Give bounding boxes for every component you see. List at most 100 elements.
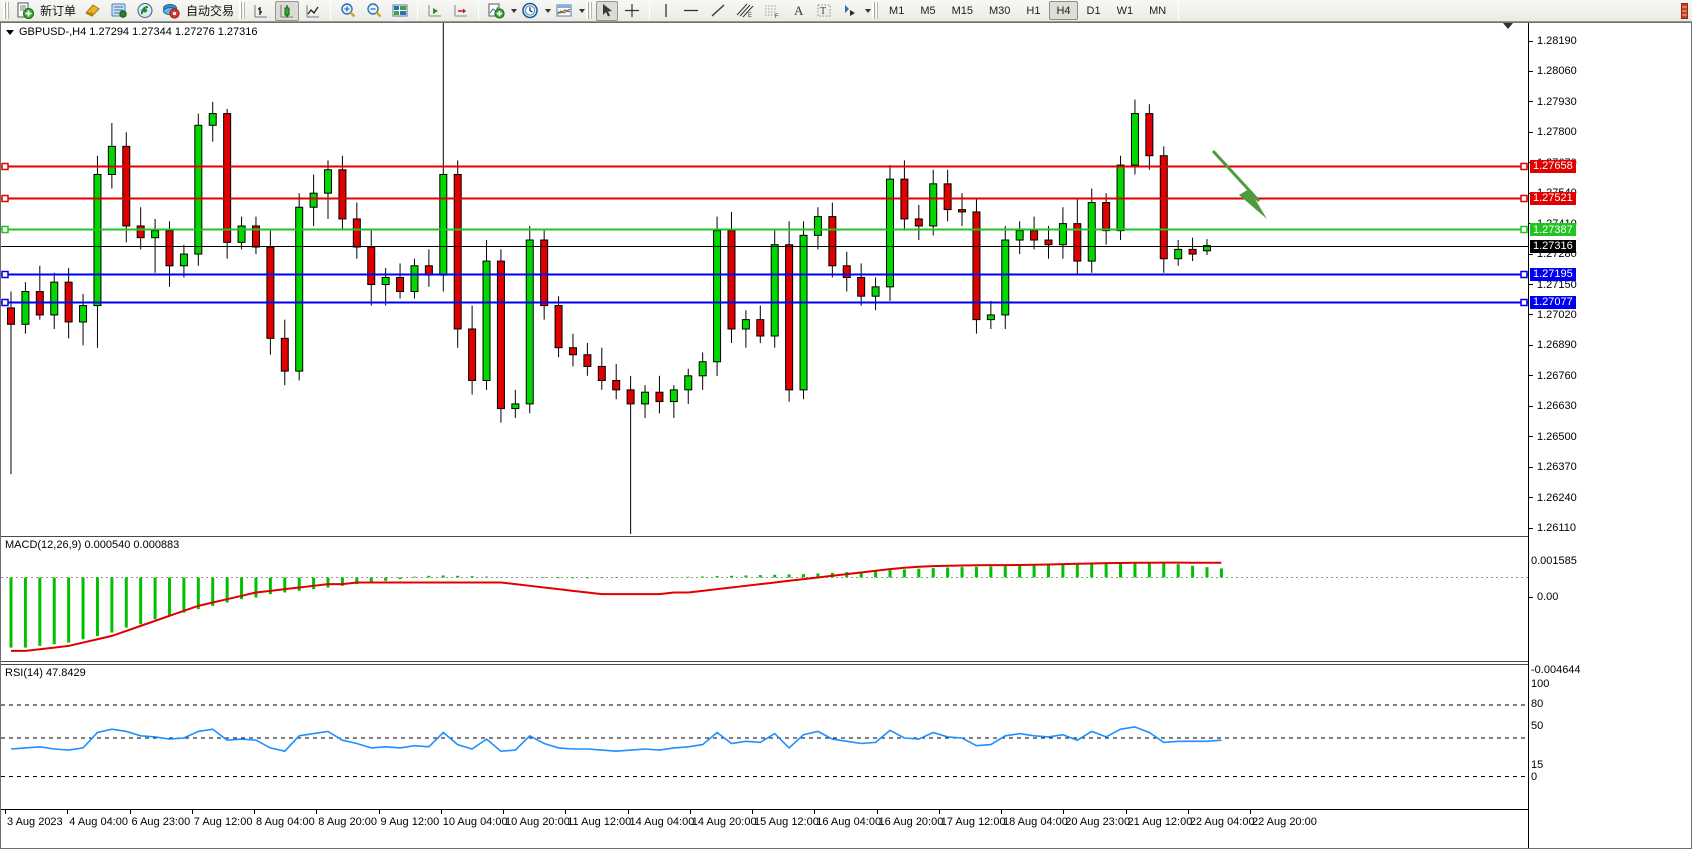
candlestick-chart-icon[interactable]	[275, 0, 300, 21]
time-tick	[1001, 810, 1002, 814]
rsi-pane[interactable]: RSI(14) 47.8429	[1, 664, 1529, 809]
time-tick	[191, 810, 193, 814]
resistance-line-tag-2[interactable]: 1.27521	[1530, 191, 1576, 205]
toolbar-grip-2[interactable]	[239, 2, 246, 19]
chart-shift-icon[interactable]	[423, 1, 447, 21]
vertical-line-icon[interactable]	[655, 1, 676, 21]
arrows-dropdown-caret[interactable]	[865, 8, 872, 13]
time-label: 7 Aug 12:00	[193, 816, 253, 828]
horizontal-line-icon[interactable]	[678, 1, 704, 21]
navigator-button[interactable]	[107, 1, 131, 21]
current-price-tag[interactable]: 1.27316	[1530, 239, 1576, 253]
main-toolbar: 新订单 自动交易	[0, 0, 1692, 22]
time-tick	[129, 810, 131, 814]
price-tick: 1.27020	[1529, 309, 1577, 321]
text-box-icon[interactable]: T	[812, 1, 836, 21]
indicators-button[interactable]	[484, 1, 508, 21]
support-line-tag-2[interactable]: 1.27077	[1530, 295, 1576, 309]
trendline-icon[interactable]	[706, 1, 730, 21]
fibonacci-icon[interactable]: F	[760, 1, 786, 21]
support-line-tag-1[interactable]: 1.27195	[1530, 267, 1576, 281]
time-label: 22 Aug 20:00	[1252, 816, 1317, 828]
price-scale[interactable]: 1.281901.280601.279301.278001.276701.275…	[1528, 23, 1691, 848]
time-tick	[689, 810, 691, 814]
time-label: 8 Aug 04:00	[256, 816, 315, 828]
time-label: 6 Aug 23:00	[131, 816, 191, 828]
timeframe-mn[interactable]: MN	[1149, 4, 1167, 17]
timeframe-m15[interactable]: M15	[951, 4, 973, 17]
time-label: 9 Aug 12:00	[380, 816, 440, 828]
timeframe-m1[interactable]: M1	[889, 4, 905, 17]
text-label-icon[interactable]: A	[788, 1, 810, 21]
price-tick: 1.27800	[1529, 126, 1577, 138]
time-tick	[1187, 810, 1189, 814]
new-order-button[interactable]	[13, 1, 37, 21]
rsi-tick: 0	[1531, 771, 1538, 783]
time-label: 14 Aug 20:00	[691, 816, 757, 828]
time-tick	[876, 810, 878, 814]
time-tick	[938, 810, 940, 814]
price-pane[interactable]	[1, 23, 1529, 534]
equidistant-channel-icon[interactable]: E	[732, 1, 758, 21]
zoom-in-icon[interactable]	[336, 1, 360, 21]
toolbar-grip-1[interactable]	[3, 2, 9, 19]
metaeditor-button[interactable]	[81, 1, 105, 21]
data-window-icon[interactable]	[388, 1, 412, 21]
toolbar-separator-1	[330, 1, 332, 20]
period-dropdown-caret[interactable]	[545, 8, 552, 13]
signals-button[interactable]	[133, 1, 157, 21]
timeframe-m5[interactable]: M5	[920, 4, 936, 17]
time-label: 8 Aug 20:00	[318, 816, 377, 828]
time-tick	[1063, 810, 1065, 814]
timeframe-d1[interactable]: D1	[1086, 4, 1101, 17]
crosshair-icon[interactable]	[620, 1, 644, 21]
time-label: 16 Aug 20:00	[878, 816, 944, 828]
resistance-line-tag-1[interactable]: 1.27658	[1530, 159, 1576, 173]
time-label: 22 Aug 04:00	[1189, 816, 1255, 828]
timeframe-m30[interactable]: M30	[989, 4, 1011, 17]
time-label: 17 Aug 12:00	[940, 816, 1006, 828]
green-line-tag[interactable]: 1.27387	[1530, 223, 1576, 236]
cursor-icon[interactable]	[596, 0, 619, 21]
toolbar-grip-3[interactable]	[586, 2, 593, 19]
macd-label: MACD(12,26,9) 0.000540 0.000883	[5, 539, 180, 551]
price-tick: 1.26500	[1529, 431, 1577, 443]
svg-text:E: E	[748, 13, 752, 19]
macd-pane[interactable]: MACD(12,26,9) 0.000540 0.000883	[1, 536, 1529, 662]
auto-scroll-icon[interactable]	[449, 1, 473, 21]
price-tick: 1.26890	[1529, 339, 1577, 351]
price-tick: 1.28190	[1529, 35, 1577, 47]
time-tick	[752, 810, 753, 814]
timeframe-h1[interactable]: H1	[1026, 4, 1041, 17]
period-clock-icon[interactable]	[518, 1, 542, 21]
time-tick	[440, 810, 442, 814]
line-chart-icon[interactable]	[301, 1, 325, 21]
time-label: 4 Aug 04:00	[69, 816, 128, 828]
bar-chart-icon[interactable]	[249, 1, 273, 21]
toolbar-grip-4[interactable]	[872, 2, 879, 19]
arrows-icon[interactable]	[838, 1, 862, 21]
svg-text:F: F	[775, 14, 779, 19]
autotrading-button[interactable]	[159, 1, 183, 21]
time-label: 18 Aug 04:00	[1003, 816, 1068, 828]
time-label: 21 Aug 12:00	[1127, 816, 1193, 828]
timeframe-w1[interactable]: W1	[1116, 4, 1134, 17]
chart-menu-caret-icon[interactable]	[6, 29, 14, 35]
indicators-dropdown-caret[interactable]	[511, 8, 518, 13]
price-tick: 1.27150	[1529, 279, 1577, 291]
time-label: 15 Aug 12:00	[754, 816, 819, 828]
templates-dropdown-caret[interactable]	[579, 8, 586, 13]
macd-tick: 0.001585	[1531, 555, 1577, 567]
time-label: 10 Aug 20:00	[505, 816, 570, 828]
price-tick: 1.27930	[1529, 96, 1577, 108]
toolbar-overflow-handle[interactable]	[1681, 3, 1688, 19]
chart-header-text: GBPUSD-,H4 1.27294 1.27344 1.27276 1.273…	[19, 26, 258, 38]
zoom-out-icon[interactable]	[362, 1, 386, 21]
toolbar-separator-4	[649, 1, 651, 20]
time-tick	[67, 810, 69, 814]
templates-icon[interactable]	[552, 1, 576, 21]
time-tick	[1125, 810, 1127, 814]
chart-collapse-caret-icon[interactable]	[1503, 23, 1513, 29]
time-label: 16 Aug 04:00	[816, 816, 882, 828]
timeframe-h4[interactable]: H4	[1049, 1, 1078, 20]
